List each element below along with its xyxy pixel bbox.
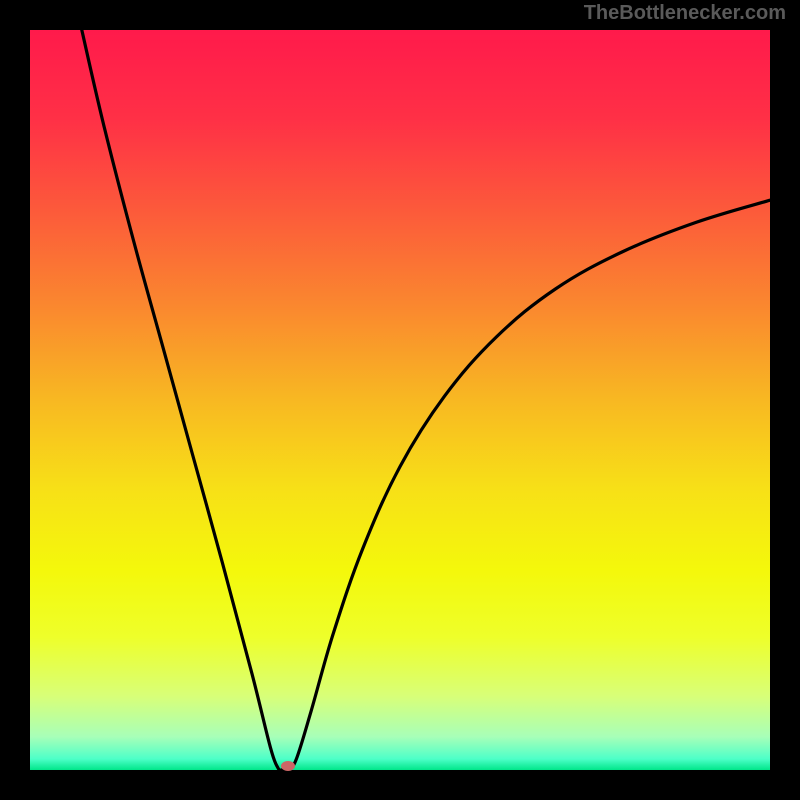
optimal-point-marker [281,761,295,771]
watermark-text: TheBottlenecker.com [584,2,786,25]
plot-area [30,30,770,770]
bottleneck-curve [30,30,770,770]
